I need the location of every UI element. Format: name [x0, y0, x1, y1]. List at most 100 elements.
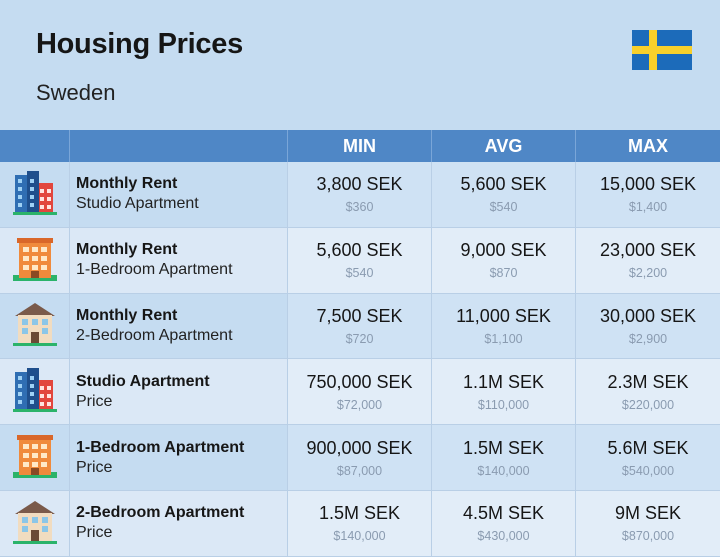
row-min-usd: $360 — [345, 200, 374, 215]
row-max-cell: 9M SEK $870,000 — [576, 490, 720, 556]
row-avg-usd: $540 — [489, 200, 518, 215]
table-row: Monthly Rent Studio Apartment 3,800 SEK $36… — [0, 162, 720, 228]
row-subtitle: Price — [76, 524, 113, 542]
row-min-cell: 7,500 SEK $720 — [288, 293, 432, 359]
table-body: Monthly Rent Studio Apartment 3,800 SEK $36… — [0, 162, 720, 557]
row-icon-cell — [0, 359, 70, 425]
row-max-usd: $220,000 — [621, 397, 675, 412]
row-avg-usd: $430,000 — [477, 529, 530, 544]
row-avg-sek: 4.5M SEK — [462, 503, 545, 524]
column-header-max: MAX — [628, 135, 668, 156]
row-min-cell: 1.5M SEK $140,000 — [288, 490, 432, 556]
row-avg-sek: 5,600 SEK — [460, 174, 547, 195]
row-avg-cell: 9,000 SEK $870 — [432, 227, 576, 293]
row-subtitle: Studio Apartment — [76, 195, 199, 213]
row-label-cell: Monthly Rent 2-Bedroom Apartment — [70, 293, 288, 359]
row-max-sek: 5.6M SEK — [607, 437, 689, 458]
row-min-usd: $72,000 — [336, 397, 383, 412]
table-row: Monthly Rent 1-Bedroom Apartment 5,600 SEK… — [0, 227, 720, 294]
header: Housing Prices Sweden — [0, 0, 720, 130]
row-max-sek: 15,000 SEK — [599, 174, 697, 195]
row-title: Monthly Rent — [76, 241, 178, 259]
row-max-usd: $870,000 — [621, 529, 675, 544]
row-avg-cell: 5,600 SEK $540 — [432, 162, 576, 227]
row-min-sek: 3,800 SEK — [316, 174, 403, 195]
column-header-row: MIN AVG MAX — [0, 130, 720, 162]
orange-building-icon — [12, 432, 57, 483]
row-max-cell: 5.6M SEK $540,000 — [576, 425, 720, 490]
row-label-cell: Monthly Rent 1-Bedroom Apartment — [70, 227, 288, 293]
header-label-cell — [70, 130, 288, 162]
orange-building-icon — [12, 235, 57, 286]
row-max-usd: $2,200 — [628, 266, 668, 281]
row-title: Studio Apartment — [76, 372, 210, 390]
row-icon-cell — [0, 227, 70, 293]
row-title: 2-Bedroom Apartment — [76, 504, 245, 522]
row-min-usd: $540 — [345, 266, 374, 281]
row-label-cell: Monthly Rent Studio Apartment — [70, 162, 288, 227]
row-avg-sek: 1.1M SEK — [462, 371, 545, 392]
row-avg-sek: 11,000 SEK — [456, 305, 551, 326]
row-label-cell: 1-Bedroom Apartment Price — [70, 425, 288, 490]
row-avg-cell: 11,000 SEK $1,100 — [432, 293, 576, 359]
row-max-usd: $2,900 — [628, 331, 668, 346]
row-avg-usd: $110,000 — [477, 397, 530, 412]
row-min-sek: 900,000 SEK — [306, 437, 413, 458]
house-icon — [12, 300, 57, 351]
column-header-avg: AVG — [432, 130, 576, 162]
row-icon-cell — [0, 293, 70, 359]
row-avg-cell: 1.5M SEK $140,000 — [432, 425, 576, 490]
row-max-sek: 30,000 SEK — [599, 305, 697, 326]
table-row: 2-Bedroom Apartment Price 1.5M SEK $140,000… — [0, 490, 720, 557]
row-avg-cell: 4.5M SEK $430,000 — [432, 490, 576, 556]
row-title: 1-Bedroom Apartment — [76, 438, 245, 456]
row-min-sek: 5,600 SEK — [316, 240, 403, 261]
row-subtitle: 1-Bedroom Apartment — [76, 261, 233, 279]
row-label-cell: Studio Apartment Price — [70, 359, 288, 425]
row-subtitle: Price — [76, 458, 113, 476]
row-avg-usd: $870 — [489, 266, 518, 281]
row-min-usd: $87,000 — [336, 463, 383, 478]
row-max-sek: 9M SEK — [614, 503, 682, 524]
row-max-usd: $1,400 — [628, 200, 668, 215]
row-max-sek: 2.3M SEK — [607, 371, 689, 392]
row-max-sek: 23,000 SEK — [599, 240, 697, 261]
column-header-min: MIN — [288, 130, 432, 162]
row-avg-cell: 1.1M SEK $110,000 — [432, 359, 576, 425]
row-min-sek: 750,000 SEK — [306, 371, 413, 392]
row-title: Monthly Rent — [76, 306, 178, 324]
row-min-cell: 3,800 SEK $360 — [288, 162, 432, 227]
house-icon — [12, 498, 57, 549]
row-avg-sek: 1.5M SEK — [462, 437, 545, 458]
row-subtitle: Price — [76, 392, 113, 410]
row-title: Monthly Rent — [76, 175, 178, 193]
sweden-flag-icon — [632, 30, 692, 70]
table-row: 1-Bedroom Apartment Price 900,000 SEK $87,0… — [0, 425, 720, 491]
header-icon-cell — [0, 130, 70, 162]
row-min-cell: 750,000 SEK $72,000 — [288, 359, 432, 425]
row-avg-usd: $140,000 — [477, 463, 530, 478]
row-min-usd: $140,000 — [333, 529, 386, 544]
row-min-cell: 900,000 SEK $87,000 — [288, 425, 432, 490]
row-avg-usd: $1,100 — [484, 331, 523, 346]
row-avg-sek: 9,000 SEK — [460, 240, 547, 261]
row-min-sek: 1.5M SEK — [318, 503, 401, 524]
row-icon-cell — [0, 162, 70, 227]
row-min-usd: $720 — [345, 331, 374, 346]
blue-building-icon — [12, 366, 57, 417]
row-label-cell: 2-Bedroom Apartment Price — [70, 490, 288, 556]
row-icon-cell — [0, 490, 70, 556]
row-max-cell: 23,000 SEK $2,200 — [576, 227, 720, 293]
blue-building-icon — [12, 169, 57, 220]
row-min-cell: 5,600 SEK $540 — [288, 227, 432, 293]
row-icon-cell — [0, 425, 70, 490]
row-max-cell: 2.3M SEK $220,000 — [576, 359, 720, 425]
row-subtitle: 2-Bedroom Apartment — [76, 326, 233, 344]
row-max-cell: 30,000 SEK $2,900 — [576, 293, 720, 359]
row-max-usd: $540,000 — [621, 463, 675, 478]
row-min-sek: 7,500 SEK — [316, 305, 403, 326]
table-row: Studio Apartment Price 750,000 SEK $72,000 1… — [0, 359, 720, 426]
row-max-cell: 15,000 SEK $1,400 — [576, 162, 720, 227]
page-title: Housing Prices — [36, 28, 243, 60]
table-row: Monthly Rent 2-Bedroom Apartment 7,500 SEK… — [0, 293, 720, 360]
